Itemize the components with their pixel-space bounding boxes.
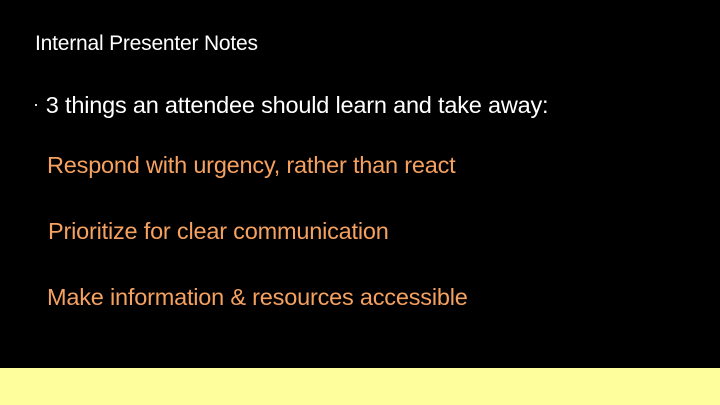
bullet-item: · 3 things an attendee should learn and t… [33,92,549,119]
bullet-dot-icon: · [33,94,39,114]
takeaway-item-3: Make information & resources accessible [47,284,468,310]
bullet-text: 3 things an attendee should learn and ta… [45,92,549,118]
notes-footer-band [0,368,720,405]
slide-heading: Internal Presenter Notes [35,32,258,55]
takeaway-item-1: Respond with urgency, rather than react [47,152,456,178]
takeaway-item-2: Prioritize for clear communication [48,218,389,244]
